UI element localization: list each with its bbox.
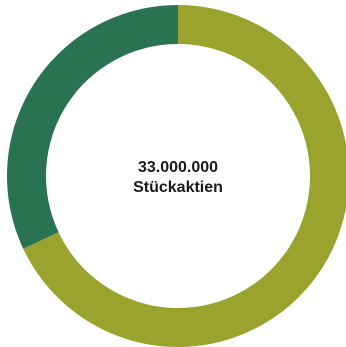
donut-slice-2 [6,5,178,249]
center-caption: Stückaktien [133,179,223,196]
center-label: 33.000.000 Stückaktien [78,158,278,198]
center-value: 33.000.000 [137,159,219,176]
